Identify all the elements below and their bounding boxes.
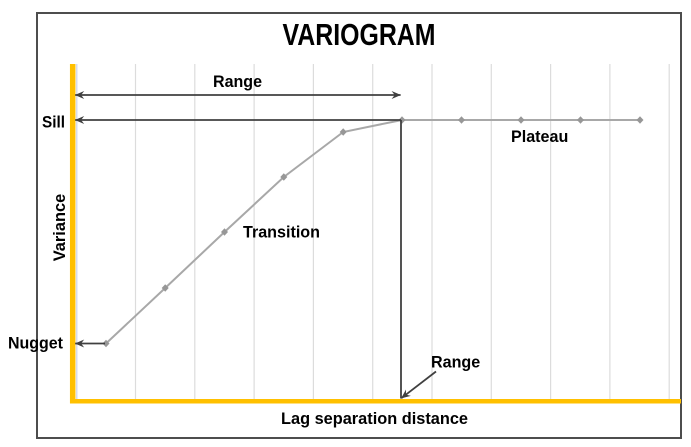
svg-text:Lag separation distance: Lag separation distance (281, 410, 468, 428)
svg-text:Range: Range (431, 354, 480, 372)
svg-text:Sill: Sill (42, 113, 65, 131)
svg-text:Plateau: Plateau (511, 128, 568, 146)
svg-text:Nugget: Nugget (8, 334, 63, 352)
svg-text:Variance: Variance (51, 194, 69, 262)
svg-text:VARIOGRAM: VARIOGRAM (283, 17, 436, 52)
svg-text:Transition: Transition (243, 223, 320, 241)
svg-text:Range: Range (213, 73, 262, 91)
